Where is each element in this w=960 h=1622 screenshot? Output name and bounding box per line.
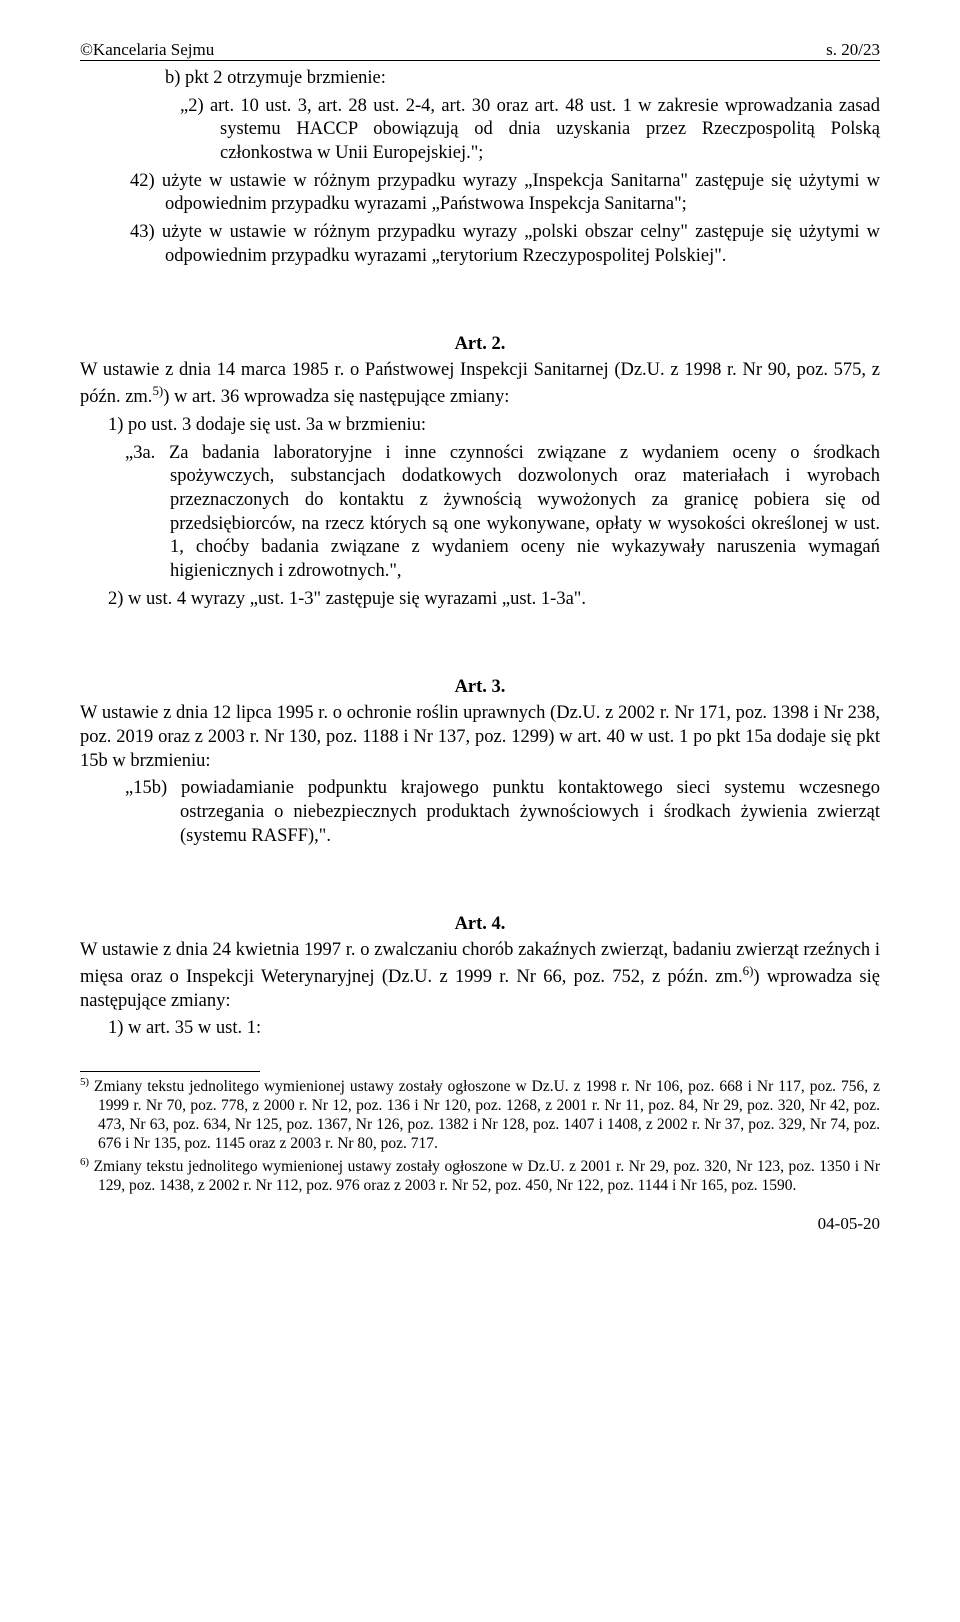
footnote-5: 5) Zmiany tekstu jednolitego wymienionej… [98, 1076, 880, 1154]
header-copyright: ©Kancelaria Sejmu [80, 40, 214, 60]
footnote-6: 6) Zmiany tekstu jednolitego wymienionej… [98, 1156, 880, 1196]
header-page-number: s. 20/23 [826, 40, 880, 60]
art-2-point-1: 1) po ust. 3 dodaje się ust. 3a w brzmie… [130, 414, 880, 438]
art-2-intro: W ustawie z dnia 14 marca 1985 r. o Pańs… [80, 359, 880, 410]
art-2-point-2: 2) w ust. 4 wyrazy „ust. 1-3" zastępuje … [130, 588, 880, 612]
page-header: ©Kancelaria Sejmu s. 20/23 [80, 40, 880, 61]
art-2-heading: Art. 2. [80, 334, 880, 355]
art-4-intro: W ustawie z dnia 24 kwietnia 1997 r. o z… [80, 939, 880, 1013]
art-3-quote-15b: „15b) powiadamianie podpunktu krajowego … [180, 777, 880, 848]
art-3-intro: W ustawie z dnia 12 lipca 1995 r. o ochr… [80, 702, 880, 773]
art-4-heading: Art. 4. [80, 914, 880, 935]
footnote-separator [80, 1071, 260, 1072]
art-2-quote-3a: „3a. Za badania laboratoryjne i inne czy… [170, 442, 880, 584]
quote-2: „2) art. 10 ust. 3, art. 28 ust. 2-4, ar… [220, 95, 880, 166]
item-b: b) pkt 2 otrzymuje brzmienie: [165, 67, 880, 91]
document-page: ©Kancelaria Sejmu s. 20/23 b) pkt 2 otrz… [0, 0, 960, 1291]
item-43: 43) użyte w ustawie w różnym przypadku w… [165, 221, 880, 268]
item-42: 42) użyte w ustawie w różnym przypadku w… [165, 170, 880, 217]
footer-date: 04-05-20 [80, 1214, 880, 1234]
art-3-heading: Art. 3. [80, 677, 880, 698]
art-4-point-1: 1) w art. 35 w ust. 1: [130, 1017, 880, 1041]
